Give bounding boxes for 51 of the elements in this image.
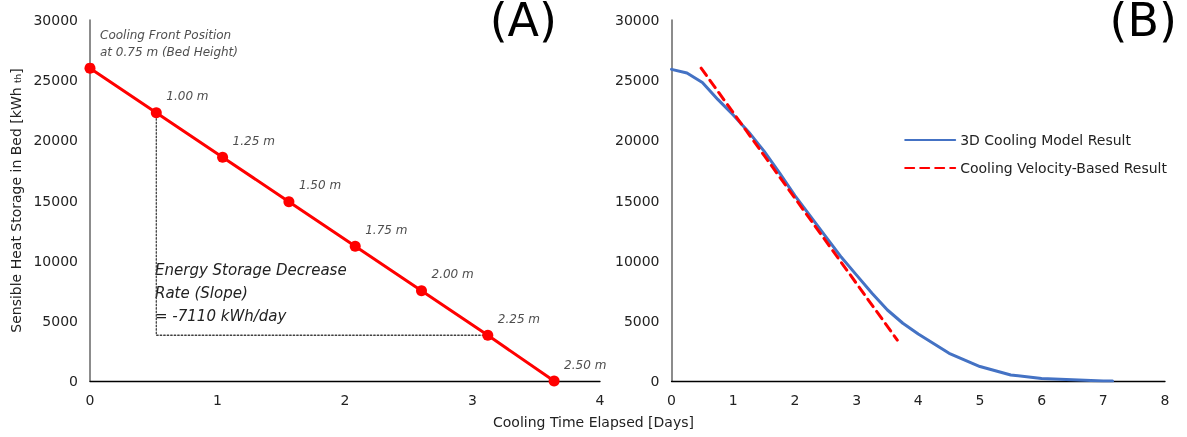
y-tick-label: 20000: [614, 132, 660, 149]
point: [416, 285, 427, 297]
annotation: 2.50 m: [564, 357, 607, 372]
x-tick-label: 4: [913, 392, 923, 408]
x-tick-label: 1: [728, 392, 738, 408]
y-tick-label: 0: [69, 373, 78, 389]
legend-label: Cooling Velocity-Based Result: [960, 160, 1168, 176]
x-tick-label: 5: [975, 392, 985, 408]
annotation: Cooling Front Position at 0.75 m (Bed Height): [100, 27, 238, 59]
point: [84, 62, 96, 74]
chart-title: (A): [489, 0, 558, 47]
y-tick-label: 25000: [614, 72, 660, 89]
x-tick-label: 4: [595, 392, 605, 408]
annotation: 1.00 m: [166, 89, 209, 104]
annotation: 2.00 m: [431, 267, 474, 282]
annotation: 2.25 m: [497, 311, 541, 326]
y-tick-label: 25000: [33, 72, 78, 89]
point: [150, 107, 162, 119]
y-axis-title: Sensible Heat Storage in Bed [kWh th]: [7, 68, 24, 333]
point: [349, 240, 361, 252]
point: [482, 329, 494, 341]
x-tick-label: 3: [852, 392, 862, 408]
x-tick-label: 0: [85, 392, 95, 408]
y-tick-label: 30000: [614, 12, 660, 28]
annotation: Energy Storage Decrease Rate (Slope) = -7110 kWh/day: [155, 260, 347, 325]
y-tick-label: 5000: [42, 312, 78, 329]
annotation: 1.50 m: [298, 178, 342, 193]
y-tick-label: 10000: [33, 252, 78, 269]
x-tick-label: 2: [340, 392, 350, 408]
x-axis-title: Cooling Time Elapsed [Days]: [492, 414, 695, 430]
y-tick-label: 10000: [614, 252, 660, 269]
x-tick-label: 7: [1098, 392, 1108, 408]
x-tick-label: 6: [1037, 392, 1047, 408]
point: [548, 375, 560, 387]
y-tick-label: 15000: [33, 192, 78, 209]
x-tick-label: 1: [213, 392, 222, 408]
y-tick-label: 5000: [623, 312, 660, 329]
x-tick-label: 3: [468, 392, 477, 408]
annotation: 1.75 m: [365, 222, 408, 237]
chart-title: (B): [1109, 0, 1177, 47]
y-tick-label: 20000: [33, 132, 78, 149]
y-tick-label: 30000: [33, 12, 78, 28]
point: [217, 151, 229, 163]
point: [283, 196, 295, 208]
y-tick-label: 0: [650, 373, 660, 389]
legend-label: 3D Cooling Model Result: [960, 132, 1132, 148]
annotation: 1.25 m: [232, 133, 275, 148]
x-tick-label: 2: [790, 392, 800, 408]
x-tick-label: 8: [1160, 392, 1170, 408]
x-tick-label: 0: [667, 392, 676, 408]
y-tick-label: 15000: [614, 192, 660, 209]
